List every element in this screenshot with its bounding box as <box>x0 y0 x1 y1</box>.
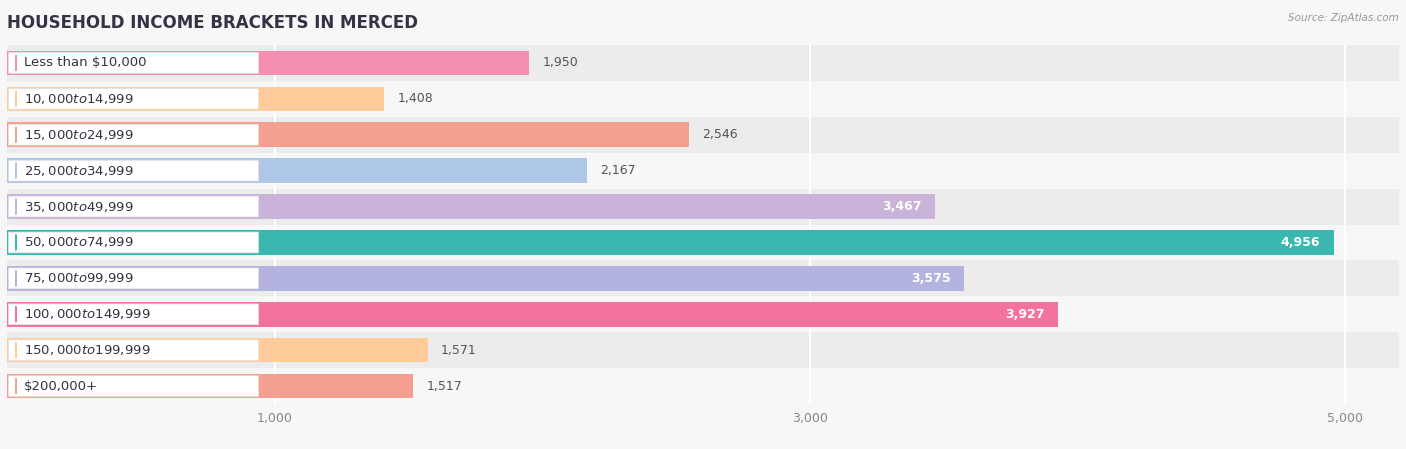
Text: $10,000 to $14,999: $10,000 to $14,999 <box>24 92 134 106</box>
Bar <box>7 117 1399 153</box>
Bar <box>7 51 529 75</box>
Bar <box>7 332 1399 368</box>
Bar <box>7 87 384 111</box>
Text: $100,000 to $149,999: $100,000 to $149,999 <box>24 307 150 321</box>
Text: $35,000 to $49,999: $35,000 to $49,999 <box>24 199 134 214</box>
Text: $15,000 to $24,999: $15,000 to $24,999 <box>24 128 134 142</box>
Bar <box>7 194 935 219</box>
Text: $25,000 to $34,999: $25,000 to $34,999 <box>24 163 134 178</box>
Text: $50,000 to $74,999: $50,000 to $74,999 <box>24 235 134 250</box>
Text: $200,000+: $200,000+ <box>24 380 98 392</box>
FancyBboxPatch shape <box>8 160 259 181</box>
Text: $150,000 to $199,999: $150,000 to $199,999 <box>24 343 150 357</box>
FancyBboxPatch shape <box>8 88 259 109</box>
FancyBboxPatch shape <box>8 340 259 361</box>
Text: 3,575: 3,575 <box>911 272 950 285</box>
Bar <box>7 338 427 362</box>
Bar <box>7 266 965 291</box>
Text: HOUSEHOLD INCOME BRACKETS IN MERCED: HOUSEHOLD INCOME BRACKETS IN MERCED <box>7 14 418 32</box>
FancyBboxPatch shape <box>8 268 259 289</box>
Text: 1,517: 1,517 <box>426 380 463 392</box>
Text: 2,546: 2,546 <box>702 128 738 141</box>
FancyBboxPatch shape <box>8 196 259 217</box>
Text: Less than $10,000: Less than $10,000 <box>24 57 146 69</box>
Bar <box>7 368 1399 404</box>
Text: 1,950: 1,950 <box>543 57 578 69</box>
Text: 2,167: 2,167 <box>600 164 636 177</box>
Bar <box>7 189 1399 224</box>
FancyBboxPatch shape <box>8 124 259 145</box>
Bar <box>7 158 588 183</box>
Text: 1,408: 1,408 <box>398 92 433 105</box>
Bar <box>7 224 1399 260</box>
FancyBboxPatch shape <box>8 304 259 325</box>
Text: 3,467: 3,467 <box>882 200 922 213</box>
Text: Source: ZipAtlas.com: Source: ZipAtlas.com <box>1288 13 1399 23</box>
Text: 1,571: 1,571 <box>441 344 477 357</box>
Bar <box>7 260 1399 296</box>
Bar <box>7 230 1334 255</box>
Bar <box>7 153 1399 189</box>
Text: 3,927: 3,927 <box>1005 308 1045 321</box>
FancyBboxPatch shape <box>8 53 259 73</box>
Bar <box>7 302 1059 326</box>
Bar <box>7 45 1399 81</box>
Text: 4,956: 4,956 <box>1281 236 1320 249</box>
Text: $75,000 to $99,999: $75,000 to $99,999 <box>24 271 134 286</box>
Bar <box>7 123 689 147</box>
FancyBboxPatch shape <box>8 232 259 253</box>
Bar <box>7 81 1399 117</box>
Bar <box>7 374 413 398</box>
Bar <box>7 296 1399 332</box>
FancyBboxPatch shape <box>8 376 259 396</box>
